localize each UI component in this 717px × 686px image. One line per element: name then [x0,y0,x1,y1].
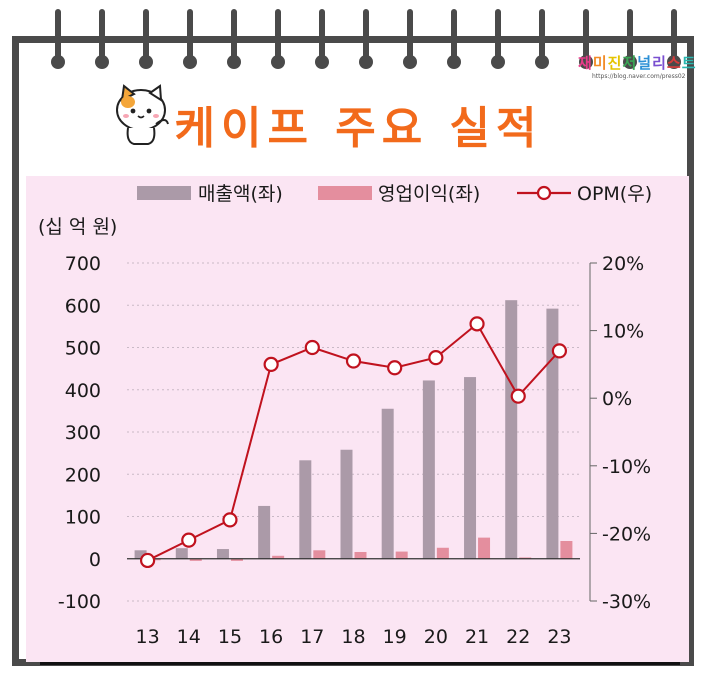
x-tick-label: 18 [341,626,365,648]
revenue-bar [175,548,188,559]
x-tick-label: 13 [135,626,159,648]
binder-hole [95,55,109,69]
opm-point [387,360,403,376]
opm-point [222,512,238,528]
opm-point [428,350,444,366]
y-left-tick-label: -100 [58,591,101,613]
blog-logo-char: 스 [666,54,682,72]
y-right-tick-label: 10% [602,321,644,343]
revenue-bar [546,308,559,559]
y-right-tick-label: 0% [602,388,632,410]
blog-logo-char: 저 [622,54,638,72]
opm-point [345,353,362,369]
opm-point [263,356,279,372]
y-left-unit-label: (십 억 원) [38,216,117,238]
opm-point [181,532,197,548]
legend-marker-opm [536,185,552,201]
legend-label-revenue: 매출액(좌) [198,183,283,205]
blog-url: https://blog.naver.com/press02 [592,73,686,80]
y-left-tick-label: 500 [65,338,101,360]
op-income-bar [313,550,326,559]
y-right-tick-label: 20% [602,253,644,275]
x-tick-label: 19 [383,626,407,648]
y-left-tick-label: 400 [65,380,101,402]
op-income-bar [354,551,367,559]
binder-hole [579,55,593,69]
revenue-bar [258,505,271,559]
revenue-bar [134,550,147,559]
binder-hole [183,55,197,69]
binder-hole [491,55,505,69]
op-income-bar [272,555,285,559]
binder-hole [51,55,65,69]
y-left-tick-label: 200 [65,464,101,486]
x-tick-label: 16 [259,626,283,648]
y-left-tick-label: 0 [89,549,101,571]
blog-logo-char: 널 [637,54,653,72]
blog-logo-char: 재 [578,54,593,72]
opm-point [139,552,156,569]
cat-mascot-icon [108,80,178,154]
binder-hole [447,55,461,69]
opm-point [551,343,568,359]
op-income-bar [189,558,202,561]
blog-logo-char: 트 [681,54,697,72]
op-income-bar [230,558,243,561]
y-left-tick-label: 600 [65,295,101,317]
x-tick-label: 14 [177,626,201,648]
blog-logo: 재미진저널리스트 [578,52,697,73]
binder-hole [403,55,417,69]
y-left-tick-label: 300 [65,422,101,444]
y-right-tick-label: -10% [602,456,651,478]
binder-hole [271,55,285,69]
opm-point [304,339,320,356]
legend-label-op-income: 영업이익(좌) [378,183,480,205]
binder-hole [359,55,373,69]
revenue-bar [381,408,394,559]
revenue-bar [340,449,353,559]
opm-point [469,316,485,332]
binder-hole [139,55,153,69]
op-income-bar [560,541,573,559]
y-left-tick-label: 700 [65,253,101,275]
blog-logo-char: 진 [607,54,623,72]
binder-hole [535,55,549,69]
binder-hole [667,55,681,69]
page-title: 케이프 주요 실적 [174,103,543,154]
binder-hole [227,55,241,69]
legend-label-opm: OPM(우) [577,183,652,205]
chart-background [26,176,689,662]
revenue-bar [464,377,477,559]
op-income-bar [395,551,408,559]
y-right-tick-label: -30% [602,591,651,613]
y-left-tick-label: 100 [65,507,101,529]
legend-swatch-revenue [137,186,191,200]
x-tick-label: 23 [547,626,571,648]
blog-logo-char: 리 [652,54,667,72]
x-tick-label: 20 [424,626,448,648]
revenue-bar [299,460,312,559]
blog-logo-char: 미 [592,54,608,72]
op-income-bar [436,547,449,559]
x-tick-label: 22 [506,626,530,648]
binder-hole [315,55,329,69]
op-income-bar [478,537,491,559]
revenue-bar [422,380,435,559]
revenue-bar [505,300,518,559]
opm-point [510,388,526,404]
revenue-bar [216,549,229,559]
x-tick-label: 15 [218,626,242,648]
x-tick-label: 21 [465,626,489,648]
legend-swatch-op-income [318,186,372,200]
bottom-divider [40,662,680,665]
x-tick-label: 17 [300,626,324,648]
binder-rings [51,9,681,69]
binder-hole [623,55,637,69]
y-right-tick-label: -20% [602,523,651,545]
